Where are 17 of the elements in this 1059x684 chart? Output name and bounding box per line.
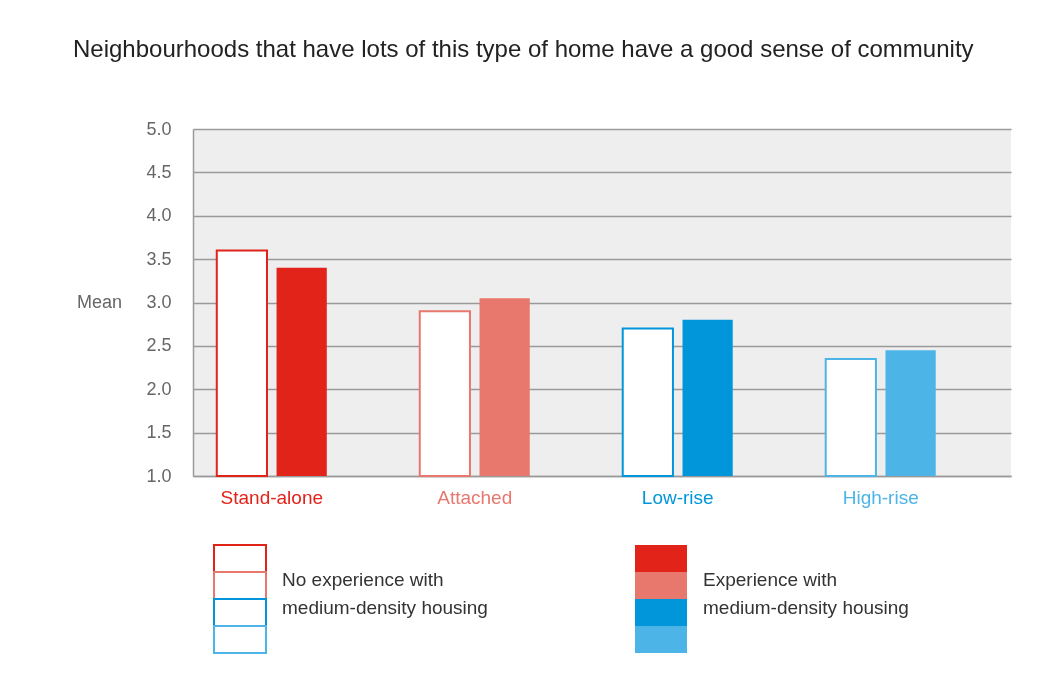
x-tick-label: Attached (437, 487, 513, 508)
y-tick-label: 2.0 (146, 378, 172, 399)
x-tick-label: High-rise (842, 487, 919, 508)
legend-label: No experience with medium-density housing (282, 569, 488, 618)
y-axis-title: Mean (76, 292, 123, 312)
legend-label: Experience with medium-density housing (703, 569, 909, 618)
x-tick-label: Stand-alone (220, 487, 324, 508)
y-tick-label: 1.5 (146, 422, 172, 443)
x-tick-label: Low-rise (641, 487, 714, 508)
y-tick-label: 3.5 (146, 248, 172, 269)
y-tick-label: 1.0 (146, 465, 172, 486)
y-tick-label: 5.0 (146, 118, 172, 139)
y-tick-label: 2.5 (146, 335, 172, 356)
y-tick-label: 3.0 (146, 292, 172, 312)
y-tick-label: 4.0 (146, 205, 172, 226)
chart-title: Neighbourhoods that have lots of this type of home have a good sense of community (73, 35, 974, 62)
y-tick-label: 4.5 (146, 161, 172, 182)
